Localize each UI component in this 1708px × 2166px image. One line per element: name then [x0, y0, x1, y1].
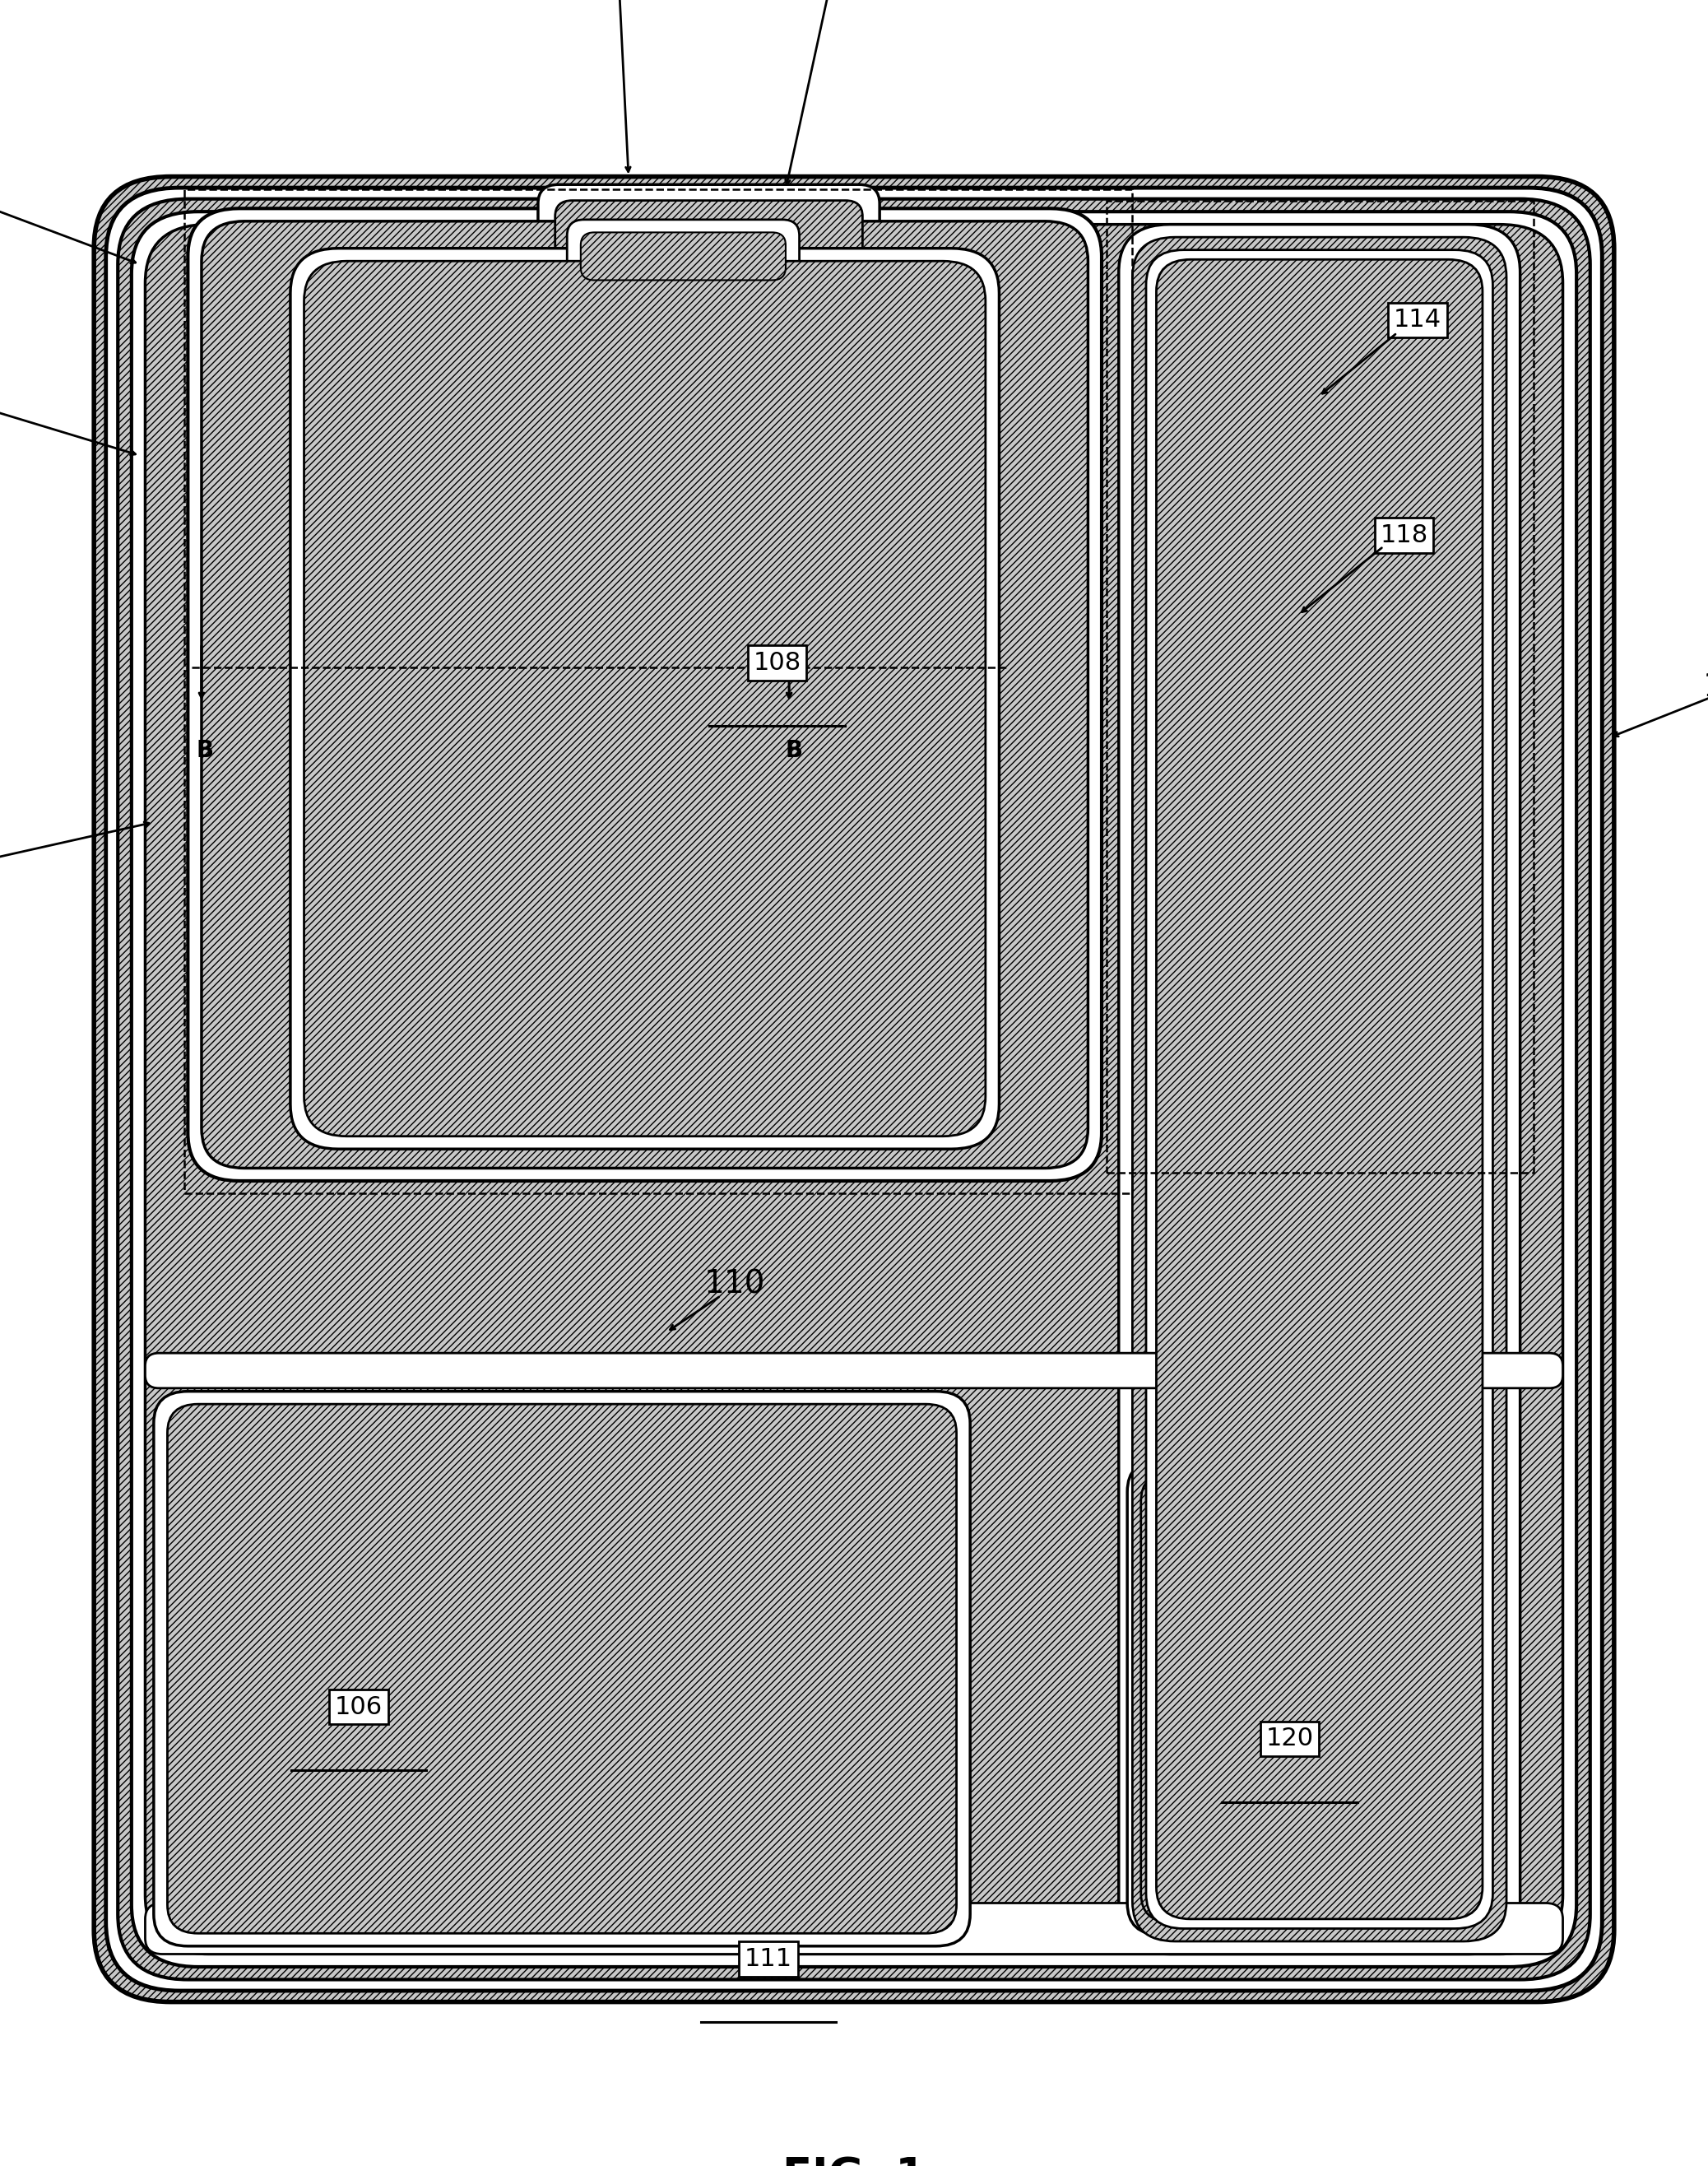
FancyBboxPatch shape: [567, 219, 799, 290]
FancyBboxPatch shape: [304, 262, 986, 1137]
Bar: [1107, 201, 1534, 1174]
FancyBboxPatch shape: [290, 249, 999, 1148]
FancyBboxPatch shape: [145, 1904, 1563, 1954]
FancyBboxPatch shape: [118, 199, 1590, 1980]
FancyBboxPatch shape: [106, 188, 1602, 1991]
FancyBboxPatch shape: [1127, 1460, 1477, 1934]
Text: 118: 118: [1380, 524, 1428, 548]
FancyBboxPatch shape: [1132, 236, 1506, 1941]
FancyBboxPatch shape: [538, 184, 880, 277]
FancyBboxPatch shape: [167, 1404, 956, 1934]
Text: 110: 110: [704, 1269, 765, 1300]
Text: 114: 114: [1394, 308, 1442, 331]
FancyBboxPatch shape: [145, 1354, 1563, 1388]
Text: B: B: [196, 739, 214, 762]
Text: FIG. 1: FIG. 1: [782, 2155, 926, 2166]
FancyBboxPatch shape: [94, 178, 1614, 2001]
FancyBboxPatch shape: [1146, 249, 1493, 1928]
FancyBboxPatch shape: [132, 212, 1576, 1967]
FancyBboxPatch shape: [581, 232, 786, 279]
Text: 106: 106: [335, 1696, 383, 1720]
FancyBboxPatch shape: [1141, 1473, 1464, 1921]
FancyBboxPatch shape: [154, 1391, 970, 1945]
FancyBboxPatch shape: [145, 225, 1563, 1954]
Text: 115: 115: [1703, 671, 1708, 702]
FancyBboxPatch shape: [1119, 225, 1520, 1954]
FancyBboxPatch shape: [555, 201, 863, 264]
FancyBboxPatch shape: [1156, 260, 1483, 1919]
FancyBboxPatch shape: [188, 208, 1102, 1180]
Text: 108: 108: [753, 650, 801, 676]
FancyBboxPatch shape: [202, 221, 1088, 1167]
Text: 120: 120: [1266, 1726, 1313, 1750]
Bar: [184, 188, 1132, 1193]
Text: 111: 111: [745, 1947, 793, 1971]
Text: B: B: [786, 739, 803, 762]
